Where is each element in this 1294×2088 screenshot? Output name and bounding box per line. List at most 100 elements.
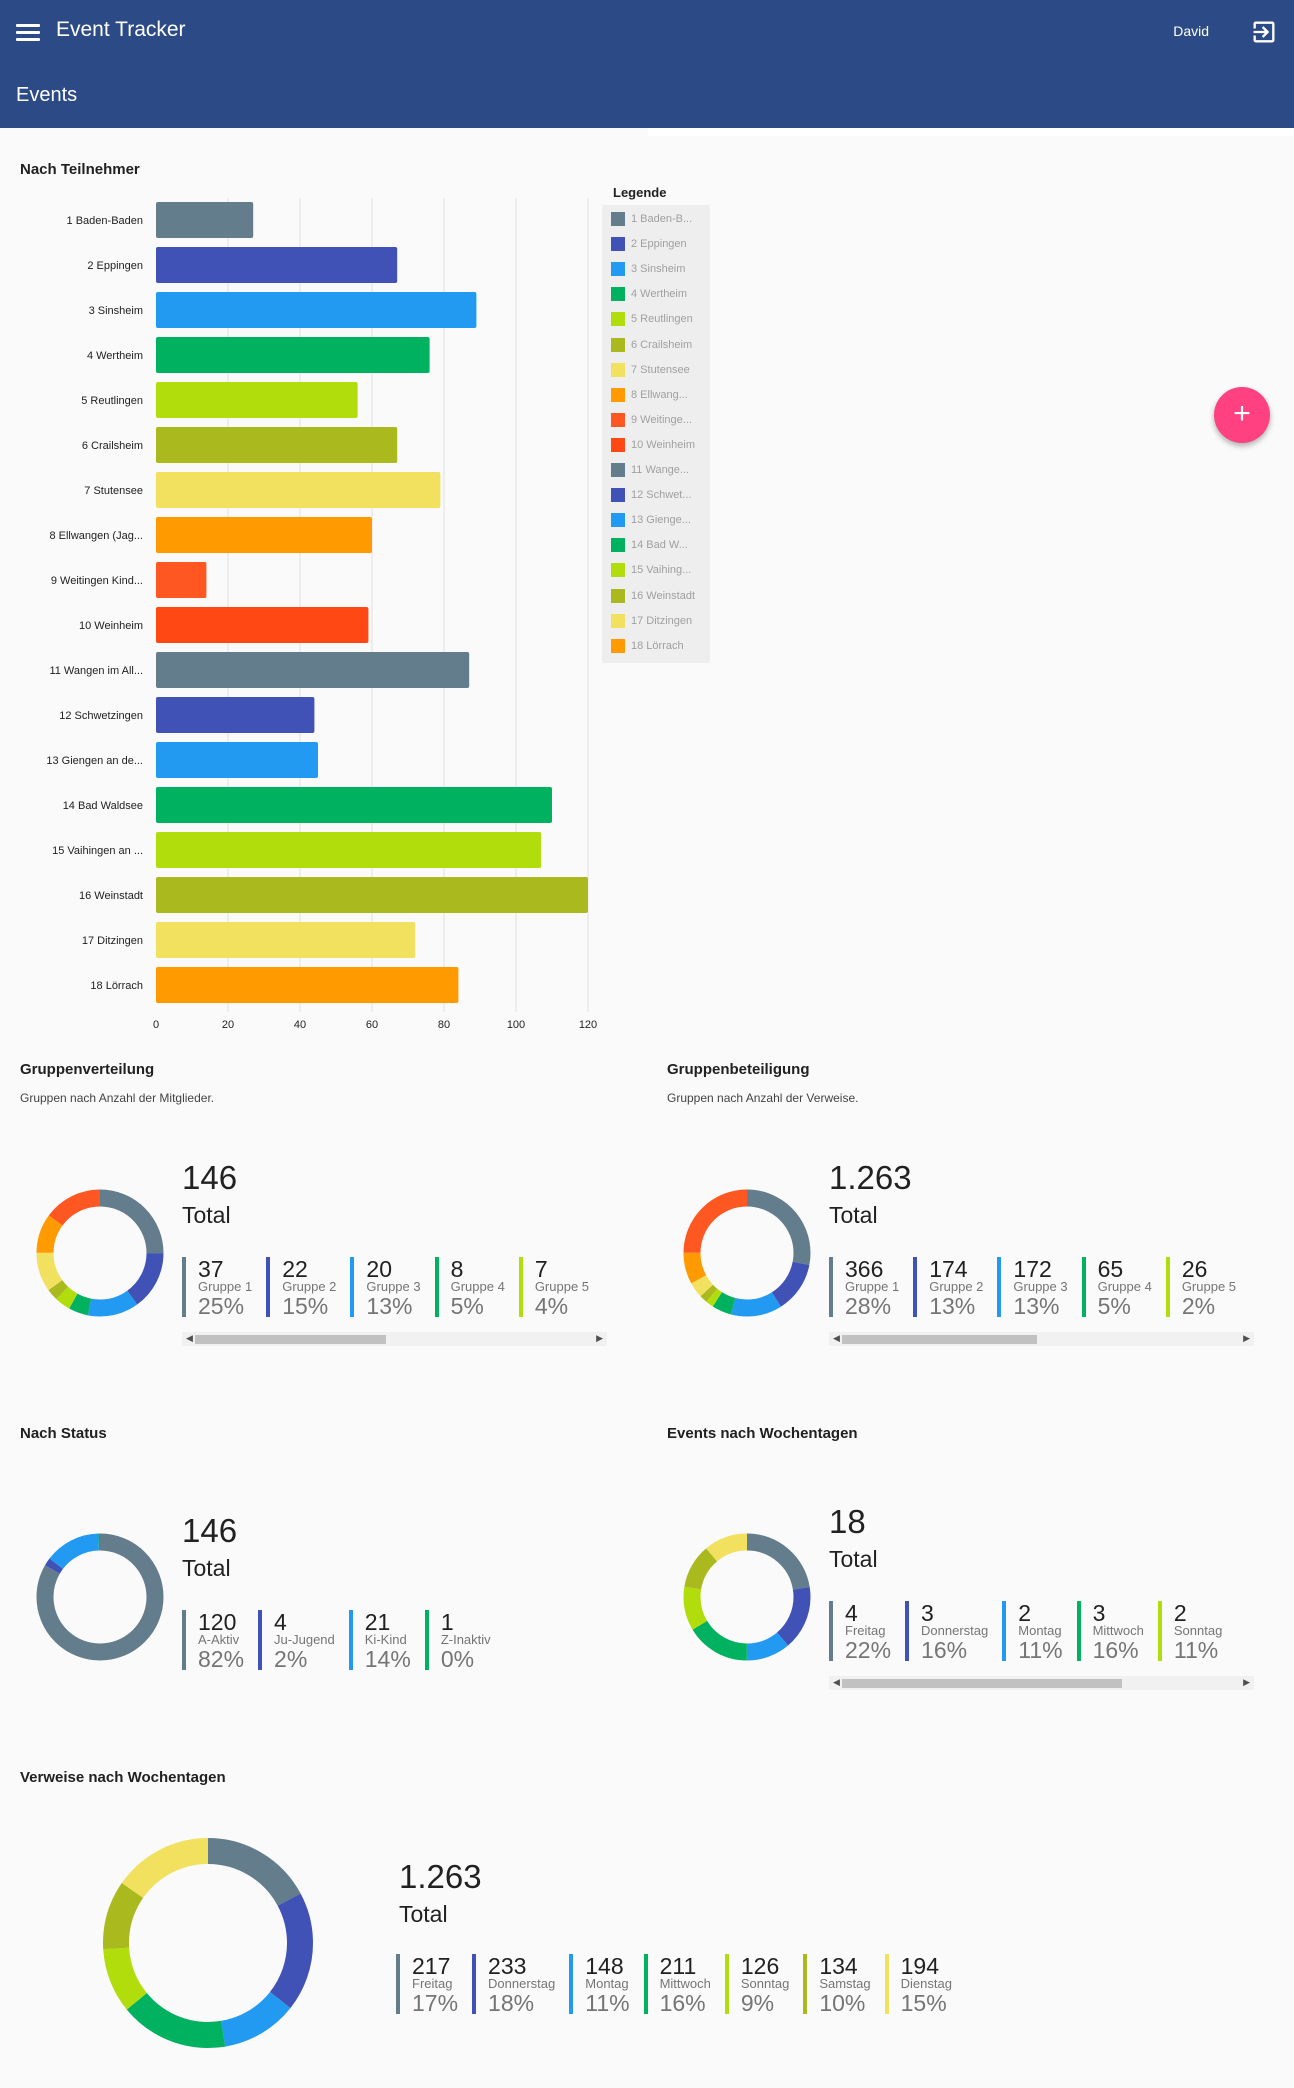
status-total-value: 146 (182, 1512, 238, 1549)
bar[interactable] (156, 742, 318, 778)
bar[interactable] (156, 607, 369, 643)
scroll-right-icon[interactable]: ▶ (596, 1333, 603, 1343)
bar[interactable] (156, 877, 588, 913)
legend-swatch (611, 588, 625, 603)
stat-percent: 14% (364, 1646, 411, 1672)
donut-segment[interactable] (683, 1189, 811, 1317)
legend-item[interactable]: 16 Weinstadt (611, 588, 707, 607)
bar[interactable] (156, 472, 441, 508)
donut-segment[interactable] (683, 1533, 811, 1661)
legend-item[interactable]: 15 Vaihing... (611, 563, 707, 581)
donut-segment[interactable] (103, 1838, 313, 2048)
legend-item[interactable]: 14 Bad W... (611, 538, 707, 556)
legend-item[interactable]: 18 Lörrach (611, 638, 707, 657)
legend-item[interactable]: 3 Sinsheim (611, 262, 707, 280)
stat-value: 2 (1173, 1601, 1187, 1626)
x-tick-label: 80 (438, 1019, 450, 1031)
scroll-left-icon[interactable]: ◀ (833, 1333, 840, 1343)
legend-item[interactable]: 1 Baden-B... (611, 212, 707, 230)
scroll-left-icon[interactable]: ◀ (833, 1677, 840, 1687)
legend-item[interactable]: 8 Ellwang... (611, 387, 707, 406)
bar-label: 2 Eppingen (87, 260, 143, 272)
stat-percent: 16% (1092, 1637, 1139, 1663)
donut-segment[interactable] (103, 1838, 313, 2048)
bar[interactable] (156, 247, 398, 283)
legend-item[interactable]: 13 Gienge... (611, 513, 707, 531)
legend-item[interactable]: 5 Reutlingen (611, 312, 707, 330)
donut-segment[interactable] (36, 1533, 164, 1661)
stat-percent: 17% (412, 1990, 459, 2016)
stat-value: 233 (488, 1954, 527, 1979)
legend-item[interactable]: 2 Eppingen (611, 237, 707, 255)
legend-label: 3 Sinsheim (631, 263, 686, 276)
donut-segment[interactable] (683, 1533, 811, 1661)
bar[interactable] (156, 697, 315, 733)
bar[interactable] (156, 562, 207, 598)
bar-label: 5 Reutlingen (81, 395, 143, 407)
donut-segment[interactable] (683, 1533, 811, 1661)
bar-label: 17 Ditzingen (82, 935, 143, 947)
stat-name: Donnerstag (488, 1976, 556, 1991)
bar[interactable] (156, 382, 358, 418)
logout-icon[interactable] (1250, 18, 1278, 46)
legend-item[interactable]: 17 Ditzingen (611, 613, 707, 632)
legend-swatch (611, 387, 625, 402)
stat-name: Z-Inaktiv (440, 1632, 491, 1647)
legend-label: 9 Weitinge... (631, 413, 692, 426)
legend-item[interactable]: 10 Weinheim (611, 437, 707, 456)
legend-label: 18 Lörrach (631, 639, 684, 652)
donut-segment[interactable] (103, 1838, 313, 2048)
bar[interactable] (156, 787, 552, 823)
scroll-thumb[interactable] (841, 1679, 1123, 1688)
stat-value: 26 (1181, 1257, 1208, 1282)
donut-segment[interactable] (36, 1189, 164, 1317)
stat-name: Gruppe 4 (450, 1279, 505, 1294)
donut-segment[interactable] (36, 1189, 164, 1317)
stat-value: 134 (819, 1954, 858, 1979)
legend-label: 6 Crailsheim (631, 338, 693, 351)
scroll-thumb[interactable] (194, 1335, 386, 1344)
scroll-right-icon[interactable]: ▶ (1243, 1677, 1250, 1687)
add-event-button[interactable]: + (1214, 387, 1270, 443)
legend-item[interactable]: 7 Stutensee (611, 362, 707, 381)
scroll-left-icon[interactable]: ◀ (186, 1333, 193, 1343)
gruppenbeteiligung-scrollbar[interactable]: ◀ ▶ (829, 1332, 1254, 1346)
bar[interactable] (156, 292, 477, 328)
donut-segment[interactable] (103, 1838, 313, 2048)
stat-percent: 13% (929, 1293, 976, 1319)
legend-item[interactable]: 12 Schwet... (611, 488, 707, 506)
bar[interactable] (156, 832, 542, 868)
stat-value: 148 (585, 1954, 624, 1979)
bar[interactable] (156, 337, 430, 373)
section-subtitle-gruppenverteilung: Gruppen nach Anzahl der Mitglieder. (20, 1091, 215, 1105)
legend-item[interactable]: 11 Wange... (611, 463, 707, 481)
menu-icon[interactable] (14, 20, 42, 44)
stat-value: 366 (845, 1257, 884, 1282)
donut-segment[interactable] (683, 1189, 811, 1317)
bar[interactable] (156, 202, 254, 238)
bar[interactable] (156, 427, 398, 463)
section-title-teilnehmer: Nach Teilnehmer (20, 161, 140, 178)
bar[interactable] (156, 517, 372, 553)
legend-swatch (611, 613, 625, 628)
gruppenbeteiligung-total-value: 1.263 (829, 1159, 912, 1196)
bar[interactable] (156, 922, 416, 958)
legend-item[interactable]: 9 Weitinge... (611, 412, 707, 431)
stat-item: 7 Gruppe 5 4% (518, 1257, 589, 1319)
donut-segment[interactable] (683, 1189, 811, 1317)
wochentage-scrollbar[interactable]: ◀ ▶ (829, 1676, 1254, 1690)
donut-segment[interactable] (36, 1189, 164, 1317)
bar[interactable] (156, 652, 470, 688)
scroll-thumb[interactable] (841, 1335, 1038, 1344)
stat-item: 21 Ki-Kind 14% (348, 1610, 411, 1672)
legend-label: 7 Stutensee (631, 363, 690, 376)
legend-item[interactable]: 4 Wertheim (611, 287, 707, 305)
stat-percent: 0% (440, 1646, 475, 1672)
wochentage-total-value: 18 (829, 1503, 866, 1540)
legend-item[interactable]: 6 Crailsheim (611, 337, 707, 356)
gruppenverteilung-scrollbar[interactable]: ◀ ▶ (182, 1332, 607, 1346)
bar-label: 3 Sinsheim (89, 305, 143, 317)
scroll-right-icon[interactable]: ▶ (1243, 1333, 1250, 1343)
donut-segment[interactable] (683, 1533, 811, 1661)
bar[interactable] (156, 967, 459, 1003)
